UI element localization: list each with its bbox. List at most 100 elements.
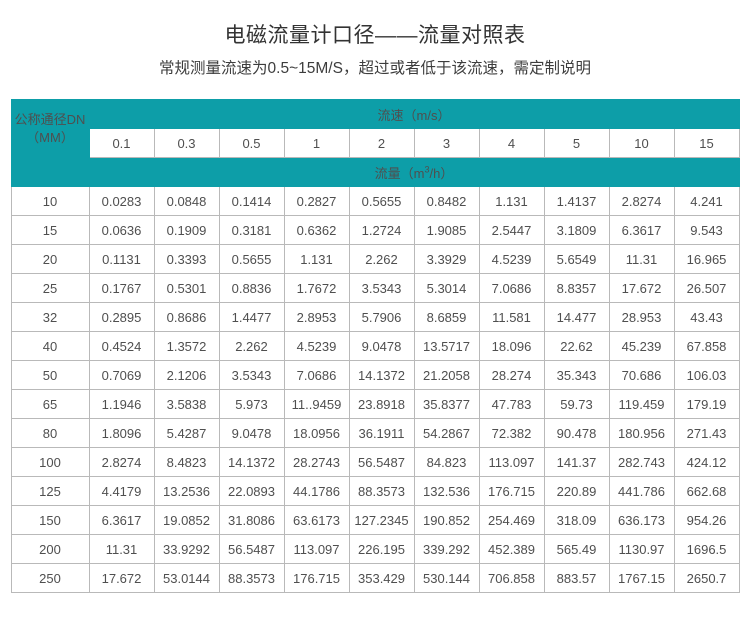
cell-flow-value-4: 127.2345 — [348, 505, 415, 536]
cell-flow-value-7: 565.49 — [543, 534, 610, 565]
cell-flow-value-4: 9.0478 — [348, 331, 415, 362]
cell-flow-value-6: 452.389 — [478, 534, 545, 565]
cell-flow-value-4: 56.5487 — [348, 447, 415, 478]
cell-flow-value-7: 14.477 — [543, 302, 610, 333]
cell-nominal-diameter: 250 — [10, 563, 90, 594]
cell-flow-value-9: 106.03 — [673, 360, 740, 391]
table-row: 65 1.1946 3.5838 5.973 11..9459 23.8918 35.837… — [10, 389, 740, 420]
cell-flow-value-7: 141.37 — [543, 447, 610, 478]
cell-flow-value-9: 424.12 — [673, 447, 740, 478]
cell-flow-value-8: 45.239 — [608, 331, 675, 362]
header-row-flow-band: 流量（m3/h） — [10, 157, 740, 188]
cell-flow-value-3: 1.131 — [283, 244, 350, 275]
cell-flow-value-9: 179.19 — [673, 389, 740, 420]
cell-flow-value-8: 28.953 — [608, 302, 675, 333]
cell-flow-value-7: 22.62 — [543, 331, 610, 362]
cell-flow-value-1: 19.0852 — [153, 505, 220, 536]
cell-flow-value-1: 0.0848 — [153, 186, 220, 217]
cell-flow-value-3: 18.0956 — [283, 418, 350, 449]
cell-flow-value-7: 90.478 — [543, 418, 610, 449]
cell-flow-value-9: 954.26 — [673, 505, 740, 536]
flow-band-exponent: 3 — [424, 164, 430, 175]
cell-flow-value-7: 3.1809 — [543, 215, 610, 246]
table-container: 公称通径DN （MM） 流速（m/s） 0.1 0.3 0.5 1 2 3 4 … — [10, 79, 740, 594]
cell-flow-value-1: 8.4823 — [153, 447, 220, 478]
cell-flow-value-2: 22.0893 — [218, 476, 285, 507]
cell-flow-value-8: 119.459 — [608, 389, 675, 420]
table-row: 15 0.0636 0.1909 0.3181 0.6362 1.2724 1.9085 2.… — [10, 215, 740, 246]
cell-flow-value-8: 6.3617 — [608, 215, 675, 246]
header-cell-nominal-diameter: 公称通径DN （MM） — [10, 99, 90, 159]
cell-flow-value-3: 44.1786 — [283, 476, 350, 507]
table-head: 公称通径DN （MM） 流速（m/s） 0.1 0.3 0.5 1 2 3 4 … — [10, 99, 740, 188]
header-cell-velocity-9: 15 — [673, 128, 740, 159]
header-cell-velocity-2: 0.5 — [218, 128, 285, 159]
cell-flow-value-1: 1.3572 — [153, 331, 220, 362]
cell-flow-value-6: 254.469 — [478, 505, 545, 536]
cell-flow-value-1: 3.5838 — [153, 389, 220, 420]
table-row: 25 0.1767 0.5301 0.8836 1.7672 3.5343 5.3014 7.… — [10, 273, 740, 304]
cell-nominal-diameter: 20 — [10, 244, 90, 275]
cell-flow-value-0: 0.7069 — [88, 360, 155, 391]
cell-flow-value-0: 0.2895 — [88, 302, 155, 333]
cell-flow-value-9: 43.43 — [673, 302, 740, 333]
cell-flow-value-8: 1767.15 — [608, 563, 675, 594]
cell-flow-value-8: 636.173 — [608, 505, 675, 536]
cell-flow-value-1: 0.8686 — [153, 302, 220, 333]
cell-flow-value-5: 8.6859 — [413, 302, 480, 333]
table-row: 250 17.672 53.0144 88.3573 176.715 353.429 530… — [10, 563, 740, 594]
table-body: 10 0.0283 0.0848 0.1414 0.2827 0.5655 0.8482 1.… — [10, 186, 740, 594]
header-cell-velocity-1: 0.3 — [153, 128, 220, 159]
cell-flow-value-3: 0.2827 — [283, 186, 350, 217]
cell-flow-value-1: 0.5301 — [153, 273, 220, 304]
cell-flow-value-6: 706.858 — [478, 563, 545, 594]
cell-flow-value-5: 339.292 — [413, 534, 480, 565]
cell-flow-value-4: 226.195 — [348, 534, 415, 565]
header-cell-velocity-band: 流速（m/s） — [88, 99, 740, 130]
header-row-velocity-values: 0.1 0.3 0.5 1 2 3 4 5 10 15 — [11, 128, 740, 159]
cell-flow-value-9: 67.858 — [673, 331, 740, 362]
cell-flow-value-1: 5.4287 — [153, 418, 220, 449]
table-row: 10 0.0283 0.0848 0.1414 0.2827 0.5655 0.8482 1.… — [10, 186, 740, 217]
cell-flow-value-1: 0.3393 — [153, 244, 220, 275]
cell-flow-value-8: 17.672 — [608, 273, 675, 304]
cell-flow-value-5: 530.144 — [413, 563, 480, 594]
nominal-diameter-line1: 公称通径DN — [14, 112, 86, 128]
cell-flow-value-8: 180.956 — [608, 418, 675, 449]
cell-flow-value-4: 3.5343 — [348, 273, 415, 304]
cell-nominal-diameter: 125 — [10, 476, 90, 507]
cell-flow-value-0: 0.0283 — [88, 186, 155, 217]
cell-nominal-diameter: 15 — [10, 215, 90, 246]
table-row: 200 11.31 33.9292 56.5487 113.097 226.195 339.… — [10, 534, 740, 565]
cell-flow-value-9: 9.543 — [673, 215, 740, 246]
header-cell-velocity-5: 3 — [413, 128, 480, 159]
cell-flow-value-2: 31.8086 — [218, 505, 285, 536]
cell-nominal-diameter: 25 — [10, 273, 90, 304]
cell-flow-value-4: 88.3573 — [348, 476, 415, 507]
cell-flow-value-1: 0.1909 — [153, 215, 220, 246]
page-title: 电磁流量计口径——流量对照表 — [224, 24, 526, 47]
cell-flow-value-5: 1.9085 — [413, 215, 480, 246]
cell-nominal-diameter: 10 — [10, 186, 90, 217]
flow-band-suffix: /h） — [429, 165, 454, 181]
cell-flow-value-7: 35.343 — [543, 360, 610, 391]
cell-flow-value-3: 11..9459 — [283, 389, 350, 420]
cell-flow-value-5: 0.8482 — [413, 186, 480, 217]
header-cell-flow-band-spacer — [10, 157, 90, 188]
cell-flow-value-2: 14.1372 — [218, 447, 285, 478]
cell-flow-value-5: 132.536 — [413, 476, 480, 507]
table-row: 40 0.4524 1.3572 2.262 4.5239 9.0478 13.5717 18… — [10, 331, 740, 362]
cell-flow-value-9: 16.965 — [673, 244, 740, 275]
cell-flow-value-3: 2.8953 — [283, 302, 350, 333]
cell-flow-value-2: 3.5343 — [218, 360, 285, 391]
cell-flow-value-2: 2.262 — [218, 331, 285, 362]
cell-flow-value-2: 9.0478 — [218, 418, 285, 449]
cell-flow-value-6: 11.581 — [478, 302, 545, 333]
header-cell-velocity-7: 5 — [543, 128, 610, 159]
cell-flow-value-2: 88.3573 — [218, 563, 285, 594]
cell-flow-value-7: 5.6549 — [543, 244, 610, 275]
cell-flow-value-7: 59.73 — [543, 389, 610, 420]
cell-flow-value-4: 1.2724 — [348, 215, 415, 246]
table-row: 150 6.3617 19.0852 31.8086 63.6173 127.2345 19… — [10, 505, 740, 536]
header-cell-velocity-4: 2 — [348, 128, 415, 159]
